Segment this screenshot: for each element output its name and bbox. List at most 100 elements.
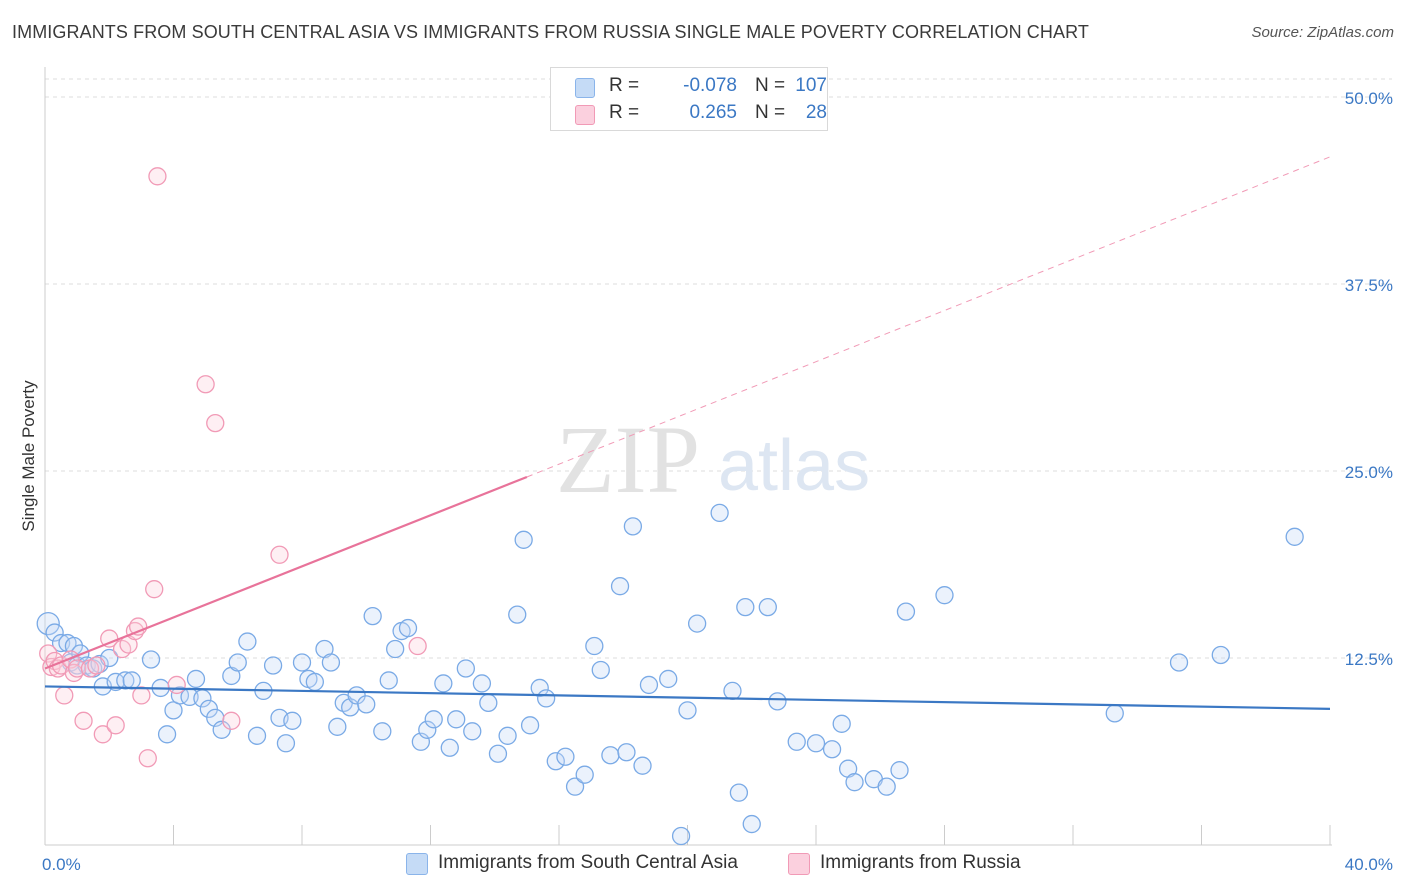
tick-labels: 12.5% 25.0% 37.5% 50.0% 0.0% 40.0% [42,89,1393,874]
scatter-point [328,717,347,736]
scatter-point [877,777,896,796]
scatter-point [498,726,517,745]
scatter-point [633,756,652,775]
scatter-point [463,722,482,741]
legend-r-label: R = [609,102,640,123]
legend: R = -0.078 N = 107 R = 0.265 N = 28 [550,67,828,131]
scatter-point [276,734,296,753]
scatter-point [729,783,749,802]
scatter-point [447,710,466,729]
bottom-legend-label: Immigrants from Russia [820,852,1021,873]
grid-lines [45,78,1392,659]
watermark: ZIP atlas [556,406,870,513]
scatter-point [687,614,707,633]
scatter-point [45,623,64,642]
scatter-point [141,650,161,669]
scatter-point [623,517,643,536]
scatter-point [890,761,909,780]
scatter-point [1285,527,1304,546]
scatter-point [736,597,755,617]
scatter-point [787,732,806,751]
scatter-point [758,597,777,617]
scatter-point [55,686,74,705]
legend-r-label: R = [609,75,640,96]
scatter-point [806,734,826,753]
scatter-point [742,814,761,834]
scatter-point [424,710,443,729]
scatter-point [199,699,218,719]
trend-line-russia [44,475,528,670]
scatter-point [379,671,398,690]
y-axis-label: Single Male Poverty [19,380,38,532]
scatter-point [39,644,58,663]
scatter-point [87,656,106,675]
chart-title: IMMIGRANTS FROM SOUTH CENTRAL ASIA VS IM… [12,22,1089,42]
scatter-point [167,675,186,695]
scatter-point [575,765,594,784]
trend-line-russia-extension [526,156,1331,478]
bottom-legend-label: Immigrants from South Central Asia [438,852,738,873]
scatter-point [270,545,289,564]
scatter-point [122,671,141,690]
y-tick-label: 12.5% [1345,650,1393,669]
scatter-point [74,711,93,730]
scatter-point [363,606,382,626]
scatter-point [845,773,864,792]
scatter-point [186,669,206,689]
scatter-point [64,636,84,656]
scatter-point [479,693,498,713]
x-tick-label: 0.0% [42,855,81,874]
scatter-point [556,747,575,766]
scatter-point [61,650,80,669]
scatter-point [67,659,87,678]
scatter-point [472,674,492,693]
trend-lines [44,156,1331,710]
watermark-atlas: atlas [718,426,870,506]
scatter-point [206,413,225,433]
scatter-point [247,726,267,745]
scatter-point [546,752,565,771]
scatter-point [418,720,437,739]
scatter-point [434,674,453,693]
y-tick-label: 50.0% [1345,89,1393,108]
scatter-point [106,716,125,735]
scatter-point [671,826,691,846]
scatter-point [565,777,585,796]
scatter-point [386,639,405,659]
scatter-point [408,636,427,656]
legend-n-value: 107 [795,75,827,96]
scatter-point [357,695,376,714]
scatter-point [456,659,475,678]
scatter-point [222,711,241,730]
scatter-point [116,671,135,690]
watermark-zip: ZIP [556,406,700,513]
scatter-point [601,746,620,765]
legend-swatch-blue [575,78,595,98]
scatter-point [639,675,659,695]
scatter-point [196,375,215,394]
bottom-legend-swatch-blue [406,853,428,875]
scatter-point [138,749,157,768]
scatter-point [591,660,610,680]
scatter-point [530,678,549,698]
scatter-point [610,577,630,596]
scatter-point [508,605,527,624]
scatter-point [238,632,257,651]
scatter-point [93,725,112,744]
scatter-point [617,743,636,762]
legend-n-label: N = [755,102,786,123]
scatter-point [321,653,341,672]
x-tick-label: 40.0% [1345,855,1393,874]
scatter-point [723,681,742,701]
scatter-point [710,503,729,523]
scatter-point [768,692,787,711]
scatter-point [488,744,508,763]
scatter-point [132,686,151,705]
legend-swatch-pink [575,105,595,125]
scatter-point [398,618,418,638]
scatter-point [145,580,164,599]
scatter-point [36,611,60,636]
scatter-point [520,716,540,735]
y-tick-label: 37.5% [1345,276,1393,295]
y-tick-label: 25.0% [1345,463,1393,482]
